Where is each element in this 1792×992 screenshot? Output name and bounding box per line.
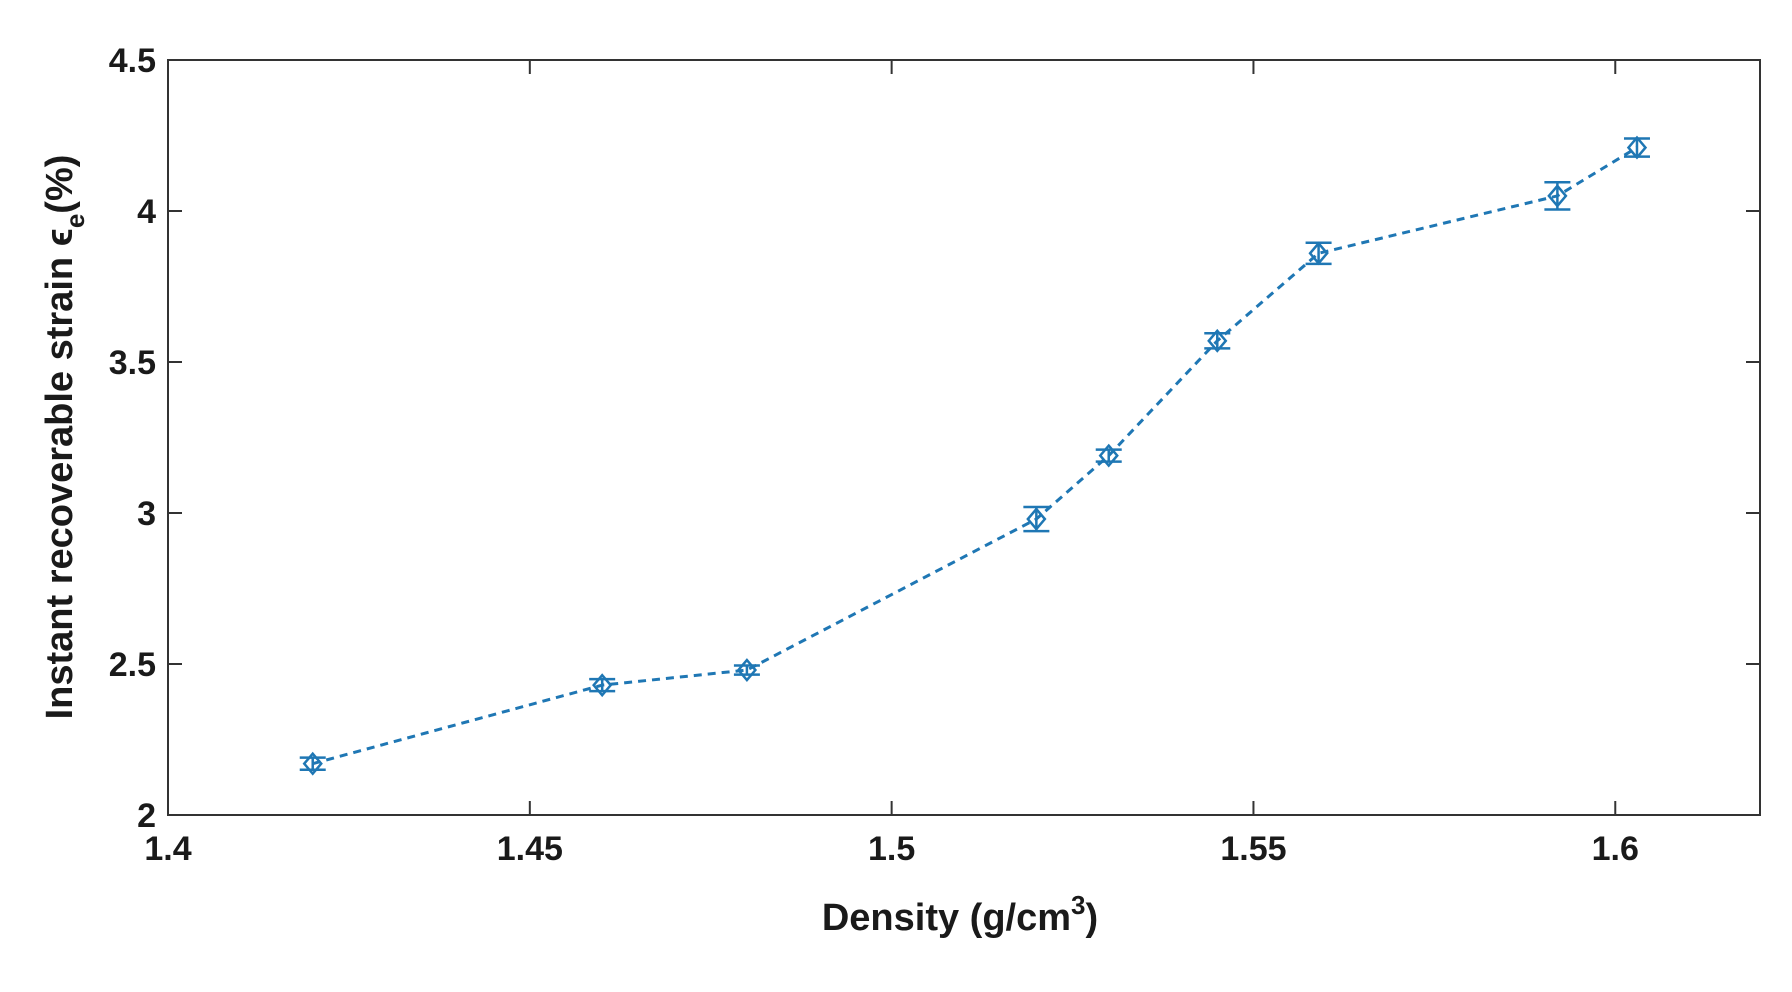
data-point-marker xyxy=(1626,135,1648,160)
data-point-marker xyxy=(1026,507,1047,531)
y-tick-label: 4 xyxy=(137,193,156,231)
x-tick-label: 1.6 xyxy=(1592,830,1639,868)
y-axis-label-suffix: (%) xyxy=(39,155,81,214)
x-tick-label: 1.5 xyxy=(868,830,915,868)
plot-background xyxy=(168,60,1760,815)
x-axis-label-main: Density (g/cm xyxy=(822,897,1071,939)
data-point-marker xyxy=(1547,183,1568,208)
y-tick-label: 2 xyxy=(137,797,156,835)
data-point-marker xyxy=(592,673,613,698)
x-tick-label: 1.45 xyxy=(497,830,563,868)
data-point-marker xyxy=(302,751,323,776)
x-tick-label: 1.55 xyxy=(1220,830,1286,868)
data-point-marker xyxy=(1207,328,1228,353)
y-axis-label: Instant recoverable strain ϵe(%) xyxy=(39,155,90,720)
x-axis-label: Density (g/cm3) xyxy=(822,890,1098,939)
data-point-marker xyxy=(1308,241,1329,266)
y-tick-label: 3.5 xyxy=(109,344,156,382)
y-axis-label-main: Instant recoverable strain xyxy=(39,246,81,719)
plot-frame xyxy=(167,59,1761,816)
y-tick-label: 4.5 xyxy=(109,42,156,80)
x-tick-label: 1.4 xyxy=(144,830,191,868)
x-axis-label-suffix: ) xyxy=(1085,897,1098,939)
x-axis-label-superscript: 3 xyxy=(1071,890,1085,920)
y-tick-label: 3 xyxy=(137,495,156,533)
y-axis-label-symbol: ϵ xyxy=(39,228,81,246)
data-point-marker xyxy=(736,658,758,682)
data-point-marker xyxy=(1098,443,1119,468)
y-axis-label-subscript: e xyxy=(60,214,90,228)
y-tick-label: 2.5 xyxy=(109,646,156,684)
